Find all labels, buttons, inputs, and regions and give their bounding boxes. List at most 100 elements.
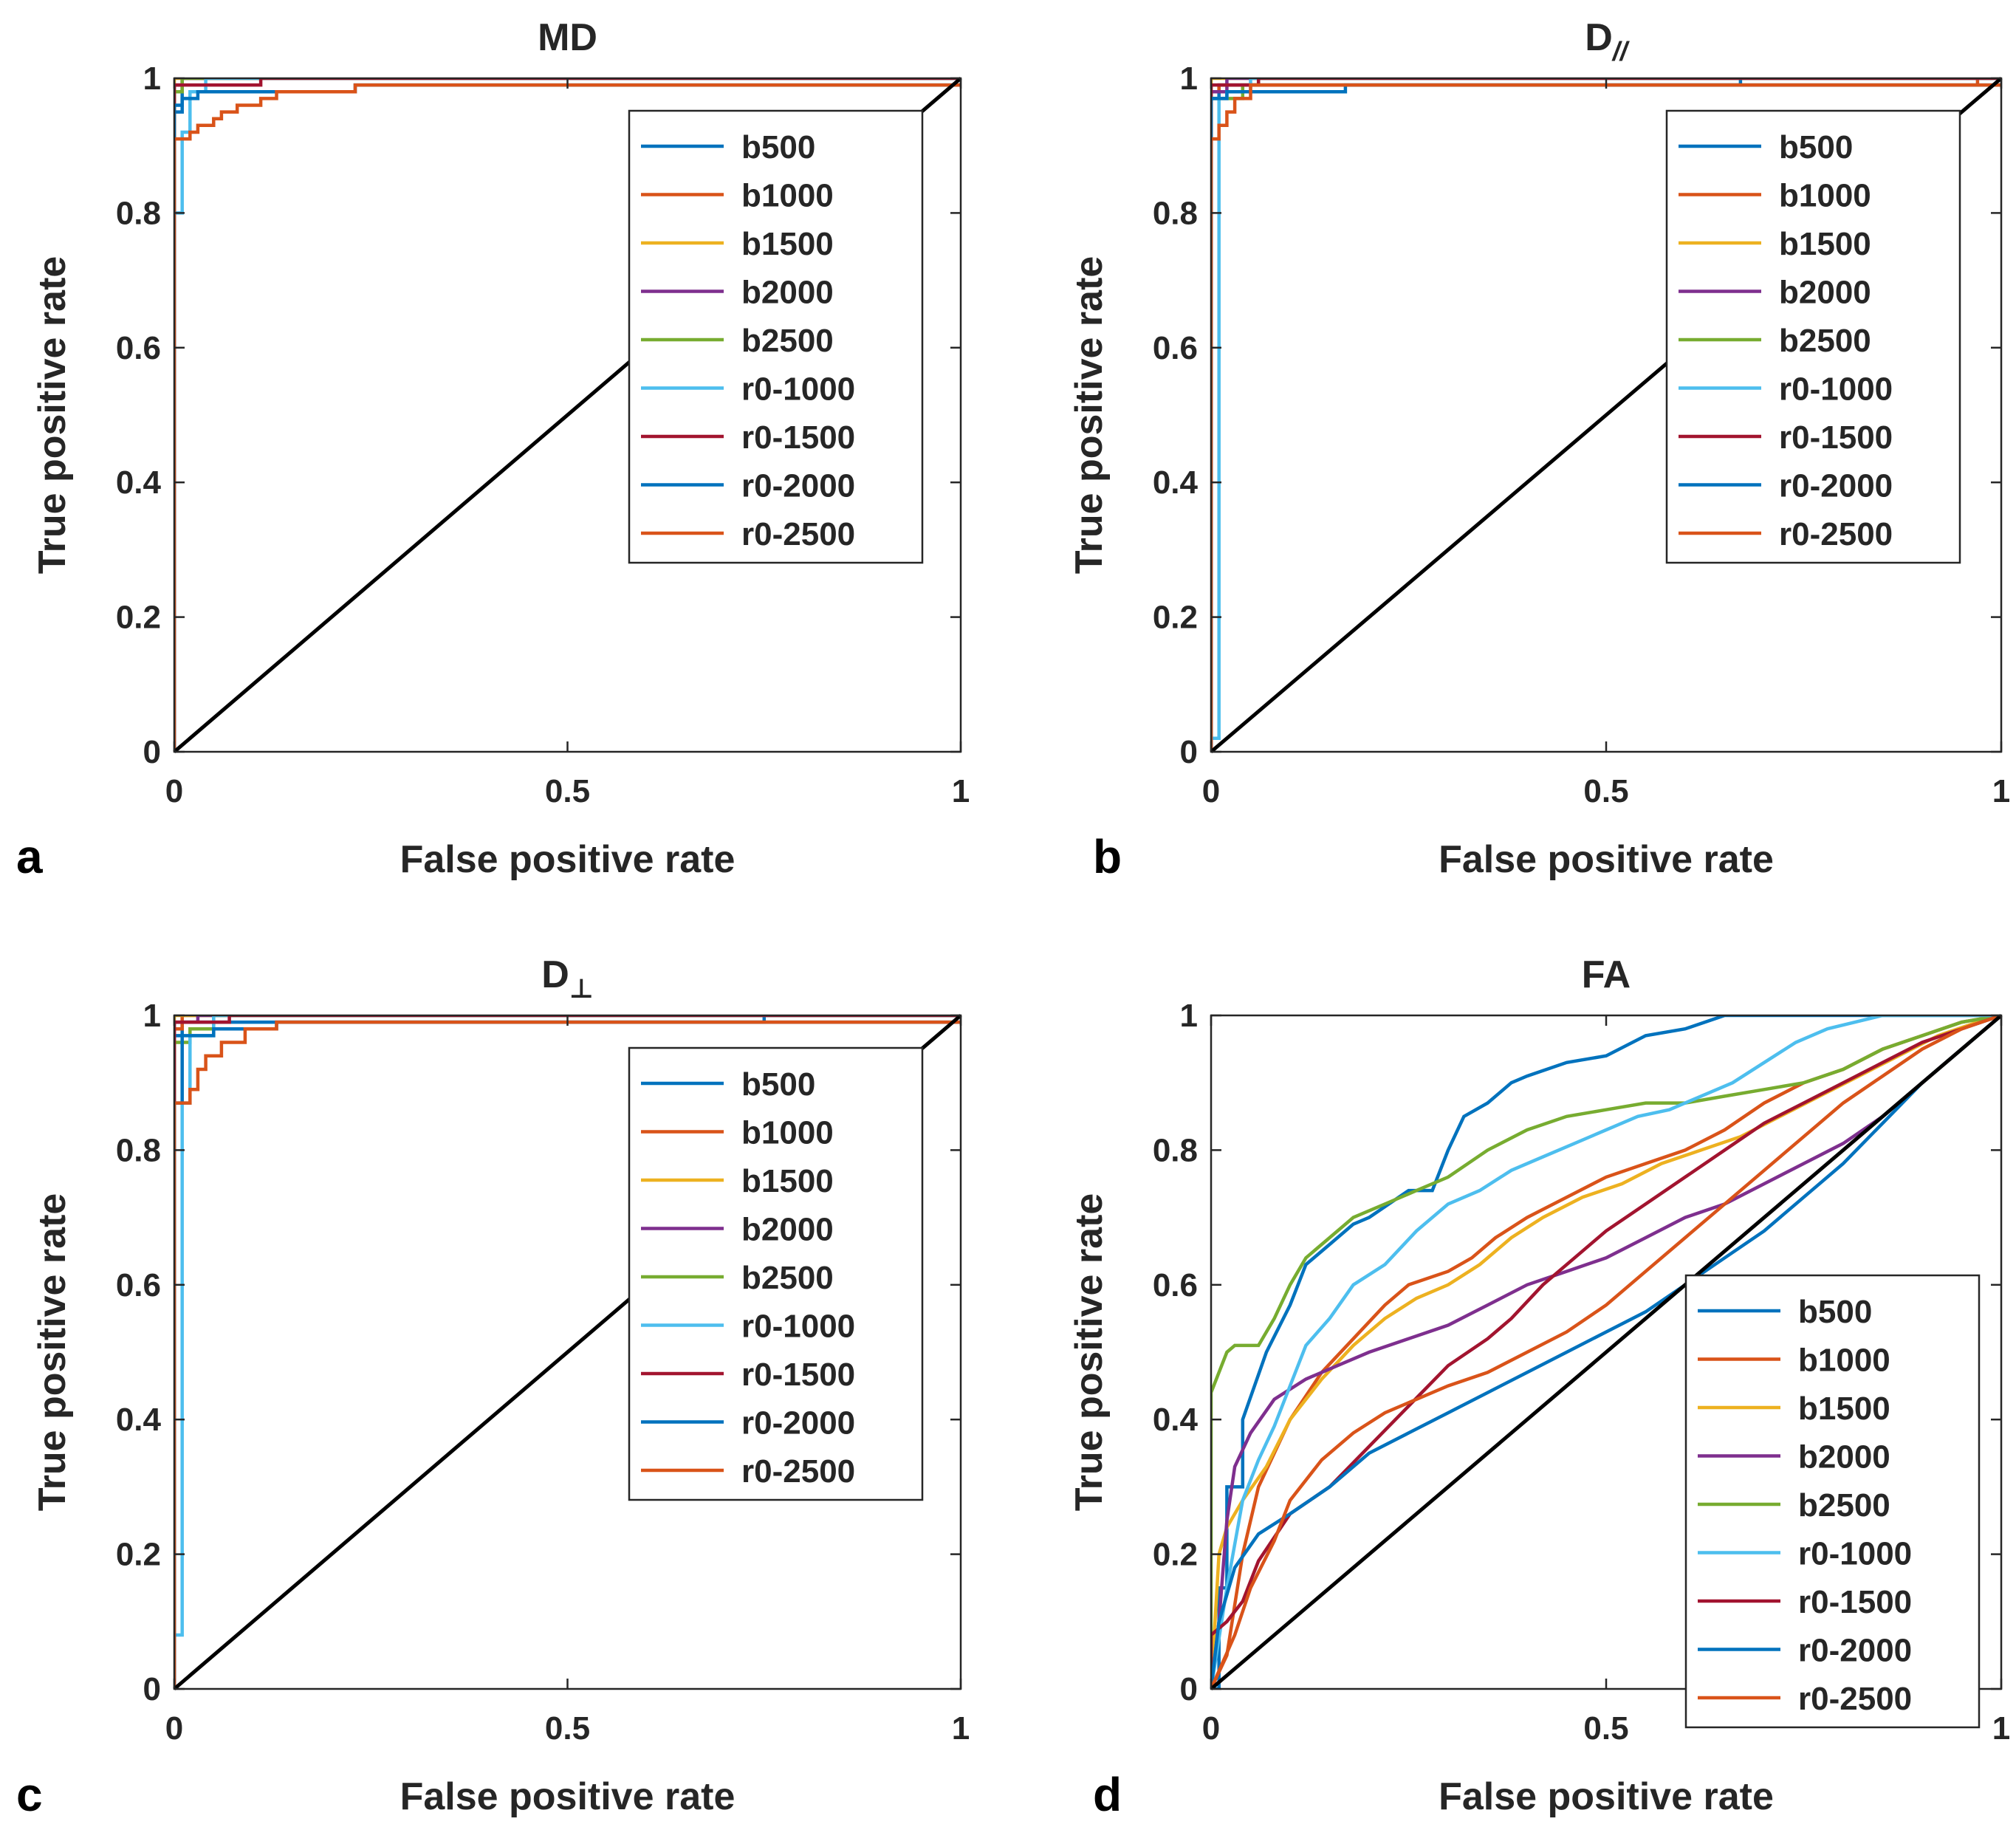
y-tick-label: 0.8 [116, 1132, 161, 1168]
series-line-r0-2500 [1211, 1015, 2001, 1689]
series-group [1211, 78, 2001, 752]
y-tick-label: 0.2 [116, 600, 161, 636]
panel-letter: a [16, 830, 43, 883]
chart-title: D// [1585, 16, 1631, 66]
x-tick-label: 1 [1992, 1710, 2010, 1747]
legend-label-b1500: b1500 [741, 1163, 834, 1199]
legend-box [1684, 1274, 1981, 1729]
y-axis-label: True positive rate [1068, 256, 1111, 575]
y-tick-label: 0.8 [116, 195, 161, 231]
legend-label-b1000: b1000 [1779, 178, 1871, 214]
series-line-r0-1000 [1211, 1015, 2001, 1689]
chart-title-main: D [1585, 16, 1613, 59]
series-line-b2500 [174, 1015, 961, 1689]
legend-label-b500: b500 [741, 1066, 815, 1103]
y-tick-label: 0 [1180, 1671, 1198, 1707]
x-axis-label: False positive rate [400, 1775, 736, 1818]
panel-letter: d [1093, 1768, 1122, 1821]
legend-label-b2000: b2000 [1798, 1439, 1890, 1475]
y-tick-label: 0.4 [1153, 1402, 1199, 1438]
y-axis-label: True positive rate [31, 256, 74, 575]
legend-label-b2500: b2500 [741, 323, 834, 359]
y-tick-label: 1 [1180, 998, 1198, 1034]
chance-diagonal [1210, 1014, 2003, 1690]
x-tick-label: 0.5 [1583, 773, 1628, 809]
y-tick-label: 0.6 [116, 1267, 161, 1303]
legend-label-r0-1500: r0-1500 [1798, 1584, 1912, 1620]
legend-label-r0-1000: r0-1000 [741, 371, 855, 408]
y-tick-label: 0.4 [116, 465, 162, 501]
y-tick-label: 0.6 [1153, 1267, 1198, 1303]
chart-title-main: FA [1582, 953, 1631, 996]
y-tick-label: 0.2 [1153, 600, 1198, 636]
x-tick-label: 0 [1202, 1710, 1220, 1747]
legend-label-b2500: b2500 [741, 1260, 834, 1296]
legend-label-b500: b500 [1779, 129, 1853, 165]
chart-title-main: D [541, 953, 569, 996]
series-line-r0-2500 [174, 83, 961, 752]
legend-box [1665, 109, 1961, 564]
chart-title-subscript: ⊥ [569, 973, 594, 1004]
legend-label-b1000: b1000 [1798, 1343, 1890, 1379]
y-tick-label: 1 [143, 61, 161, 97]
legend-label-b2500: b2500 [1779, 323, 1871, 359]
legend-label-r0-2000: r0-2000 [1798, 1633, 1912, 1669]
panel-letter: b [1093, 830, 1122, 883]
series-line-b2500 [1211, 1015, 2001, 1689]
x-tick-label: 0.5 [545, 773, 590, 809]
series-line-r0-2000 [1211, 1015, 2001, 1689]
y-tick-label: 1 [1180, 61, 1198, 97]
legend-label-r0-1500: r0-1500 [741, 1357, 855, 1393]
series-line-r0-2500 [1211, 83, 2001, 752]
legend-label-r0-1000: r0-1000 [741, 1309, 855, 1345]
y-tick-label: 0.4 [1153, 465, 1199, 501]
legend-label-r0-2500: r0-2500 [741, 1453, 855, 1490]
x-tick-label: 1 [1992, 773, 2010, 809]
series-line-b1000 [174, 1015, 961, 1689]
y-tick-label: 0.8 [1153, 1132, 1198, 1168]
y-axis-label: True positive rate [31, 1193, 74, 1512]
x-tick-label: 1 [952, 773, 970, 809]
series-line-b500 [174, 78, 961, 752]
x-tick-label: 0 [1202, 773, 1220, 809]
legend-box [628, 1046, 924, 1501]
legend-label-r0-1500: r0-1500 [741, 419, 855, 456]
series-line-b2000 [1211, 1015, 2001, 1689]
chart-title: D⊥ [541, 953, 593, 1004]
panel-c: 0 0.5 1 0 0.2 0.4 0.6 0.8 1 False positive rate Tr… [16, 953, 970, 1821]
x-tick-label: 0.5 [1583, 1710, 1628, 1747]
legend-label-r0-2000: r0-2000 [1779, 468, 1893, 504]
legend-label-b1000: b1000 [741, 178, 834, 214]
legend: b500 b1000 b1500 b2000 b2500 r0-1000 r0-1500 r0… [628, 109, 924, 564]
legend-label-b1500: b1500 [1779, 226, 1871, 262]
chart-title-subscript: // [1611, 36, 1631, 66]
legend-label-r0-1500: r0-1500 [1779, 419, 1893, 456]
legend-label-r0-1000: r0-1000 [1798, 1536, 1912, 1572]
series-line-r0-2500 [174, 1020, 961, 1689]
x-tick-label: 0 [165, 1710, 183, 1747]
legend-label-b2500: b2500 [1798, 1487, 1890, 1523]
x-axis-label: False positive rate [1439, 1775, 1774, 1818]
x-tick-label: 0.5 [545, 1710, 590, 1747]
chart-title: FA [1582, 953, 1631, 996]
y-tick-label: 0.6 [1153, 330, 1198, 366]
legend-label-b500: b500 [1798, 1294, 1872, 1330]
series-line-r0-1500 [1211, 1015, 2001, 1689]
legend-label-r0-2500: r0-2500 [741, 516, 855, 552]
y-tick-label: 0 [143, 1671, 161, 1707]
series-line-b2500 [174, 78, 961, 752]
y-tick-label: 0.2 [116, 1537, 161, 1573]
legend-label-r0-2000: r0-2000 [741, 1405, 855, 1442]
legend-label-b1000: b1000 [741, 1115, 834, 1151]
legend-label-b1500: b1500 [741, 226, 834, 262]
legend: b500 b1000 b1500 b2000 b2500 r0-1000 r0-1500 r0… [1665, 109, 1961, 564]
series-group [1211, 1015, 2001, 1689]
x-axis-label: False positive rate [400, 838, 736, 881]
series-line-r0-1500 [174, 78, 961, 752]
y-tick-label: 1 [143, 998, 161, 1034]
y-tick-label: 0.6 [116, 330, 161, 366]
series-line-r0-1000 [174, 1015, 961, 1637]
y-tick-label: 0 [143, 734, 161, 770]
x-tick-label: 0 [165, 773, 183, 809]
